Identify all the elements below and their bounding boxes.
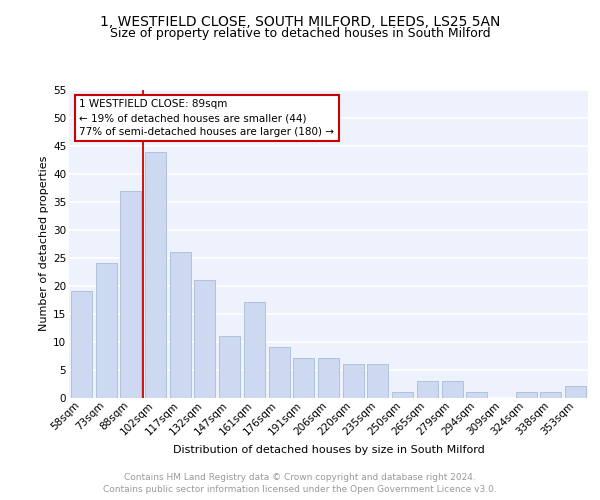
Bar [194,280,215,398]
Text: 1, WESTFIELD CLOSE, SOUTH MILFORD, LEEDS, LS25 5AN: 1, WESTFIELD CLOSE, SOUTH MILFORD, LEEDS… [100,15,500,29]
Y-axis label: Number of detached properties: Number of detached properties [39,156,49,332]
Bar [95,264,116,398]
Bar [442,380,463,398]
Bar [417,380,438,398]
Text: 1 WESTFIELD CLOSE: 89sqm
← 19% of detached houses are smaller (44)
77% of semi-d: 1 WESTFIELD CLOSE: 89sqm ← 19% of detach… [79,99,334,137]
Bar [516,392,537,398]
Bar [392,392,413,398]
Text: Size of property relative to detached houses in South Milford: Size of property relative to detached ho… [110,28,490,40]
Bar [343,364,364,398]
Bar [541,392,562,398]
Bar [71,292,92,398]
Bar [145,152,166,398]
Bar [170,252,191,398]
Bar [293,358,314,398]
X-axis label: Distribution of detached houses by size in South Milford: Distribution of detached houses by size … [173,446,484,456]
Bar [318,358,339,398]
Bar [219,336,240,398]
Bar [244,302,265,398]
Bar [120,190,141,398]
Bar [269,347,290,398]
Bar [565,386,586,398]
Text: Contains HM Land Registry data © Crown copyright and database right 2024.
Contai: Contains HM Land Registry data © Crown c… [103,472,497,494]
Bar [367,364,388,398]
Bar [466,392,487,398]
